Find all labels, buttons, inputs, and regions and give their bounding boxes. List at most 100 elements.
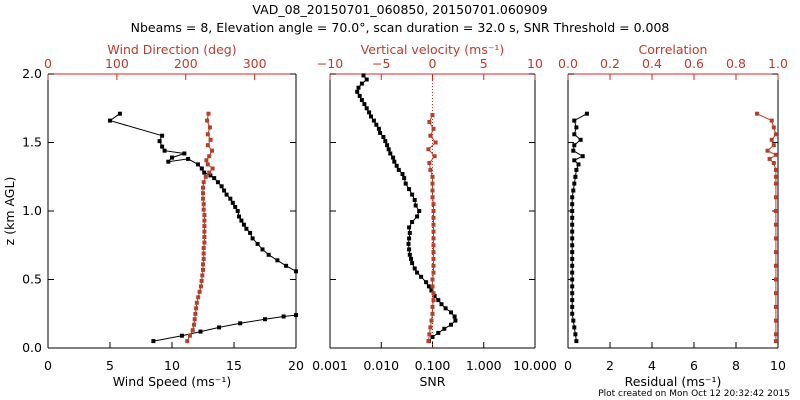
data-point-correlation [773, 318, 778, 323]
data-point-residual [571, 148, 576, 153]
x2-tick-label: 0.8 [726, 56, 746, 71]
chart-title-line1: VAD_08_20150701_060850, 20150701.060909 [252, 2, 547, 17]
data-point-correlation [773, 132, 778, 137]
data-point-residual [573, 332, 578, 337]
data-point-speed [235, 209, 240, 213]
data-point-speed [217, 325, 222, 330]
data-point-direction [201, 196, 205, 201]
data-point-residual [570, 311, 575, 316]
data-point-direction [207, 170, 212, 175]
data-point-snr [407, 225, 412, 230]
data-point-correlation [773, 236, 778, 241]
data-point-residual [570, 256, 575, 261]
data-point-direction [210, 166, 215, 171]
data-point-speed [212, 176, 217, 181]
data-point-snr [449, 310, 453, 315]
data-point-snr [439, 302, 444, 307]
data-point-vertical_velocity [431, 209, 436, 213]
data-point-residual [570, 270, 575, 275]
data-point-direction [192, 322, 196, 327]
data-point-snr [369, 114, 373, 119]
data-point-speed [215, 180, 220, 185]
data-point-vertical_velocity [432, 154, 437, 159]
x2-tick-label: 0.2 [600, 56, 620, 71]
data-point-speed [182, 151, 187, 156]
data-point-vertical_velocity [429, 318, 434, 323]
data-point-direction [207, 125, 212, 130]
data-point-correlation [773, 332, 778, 337]
data-point-speed [108, 118, 112, 123]
data-point-direction [198, 284, 203, 289]
data-point-direction [201, 207, 206, 212]
data-point-correlation [773, 250, 778, 255]
x-tick-label: 0 [564, 358, 572, 373]
x2-axis-label: Wind Direction (deg) [107, 42, 236, 57]
data-point-snr [381, 135, 386, 139]
data-point-snr [388, 151, 393, 156]
x-tick-label: 20 [288, 358, 304, 373]
data-point-speed [228, 196, 233, 201]
data-point-direction [201, 267, 205, 272]
data-point-correlation [769, 137, 774, 142]
data-point-correlation [771, 143, 776, 148]
x2-tick-label: 300 [243, 56, 267, 71]
data-point-speed [170, 155, 174, 160]
data-point-direction [201, 251, 206, 256]
data-point-vertical_velocity [431, 229, 436, 234]
data-point-vertical_velocity [431, 236, 436, 241]
data-point-direction [208, 137, 213, 142]
data-point-snr [409, 256, 413, 261]
data-point-vertical_velocity [430, 188, 435, 193]
data-point-direction [194, 306, 199, 311]
data-point-snr [364, 77, 369, 82]
data-point-correlation [773, 181, 778, 186]
series-line-correlation [756, 113, 777, 342]
x2-tick-label: 5 [480, 56, 488, 71]
data-point-residual [572, 181, 577, 186]
data-point-snr [413, 203, 418, 208]
data-point-direction [200, 273, 205, 278]
data-point-snr [410, 192, 415, 197]
y-tick-label: 2.0 [22, 66, 42, 81]
data-point-vertical_velocity [426, 147, 431, 152]
data-point-direction [193, 311, 198, 316]
data-point-speed [239, 218, 244, 223]
data-point-snr [442, 326, 447, 331]
data-point-vertical_velocity [428, 133, 433, 138]
data-point-residual [572, 118, 577, 123]
data-point-direction [202, 224, 207, 229]
data-point-snr [355, 89, 360, 94]
panel-vertical [329, 73, 536, 349]
data-point-correlation [773, 339, 778, 344]
data-point-residual [570, 202, 575, 207]
data-point-snr [436, 298, 441, 303]
x2-axis-label: Vertical velocity (ms⁻¹) [361, 42, 505, 57]
data-point-snr [436, 330, 441, 335]
x-axis-label: Wind Speed (ms⁻¹) [113, 374, 232, 389]
panel-wind [47, 73, 298, 349]
data-point-correlation [773, 277, 778, 282]
data-point-residual [570, 250, 575, 255]
data-point-residual [571, 318, 576, 323]
data-point-snr [415, 214, 420, 219]
data-point-vertical_velocity [427, 161, 432, 165]
data-point-speed [233, 204, 238, 209]
data-point-vertical_velocity [431, 291, 436, 296]
data-point-speed [241, 222, 246, 227]
x2-tick-label: 100 [105, 56, 129, 71]
x-tick-label: 8 [732, 358, 740, 373]
data-point-vertical_velocity [427, 332, 432, 337]
data-point-snr [376, 126, 381, 131]
data-point-residual [580, 154, 585, 159]
data-point-vertical_velocity [431, 250, 436, 255]
data-point-speed [160, 133, 165, 138]
x2-tick-label: −10 [317, 56, 343, 71]
data-point-snr [386, 147, 391, 152]
x2-tick-label: 1.0 [768, 56, 788, 71]
data-point-residual [570, 298, 575, 303]
x-tick-label: 10 [164, 358, 180, 373]
data-point-residual [571, 188, 576, 193]
data-point-speed [157, 139, 162, 144]
data-point-vertical_velocity [431, 202, 436, 207]
data-point-speed [179, 333, 184, 338]
